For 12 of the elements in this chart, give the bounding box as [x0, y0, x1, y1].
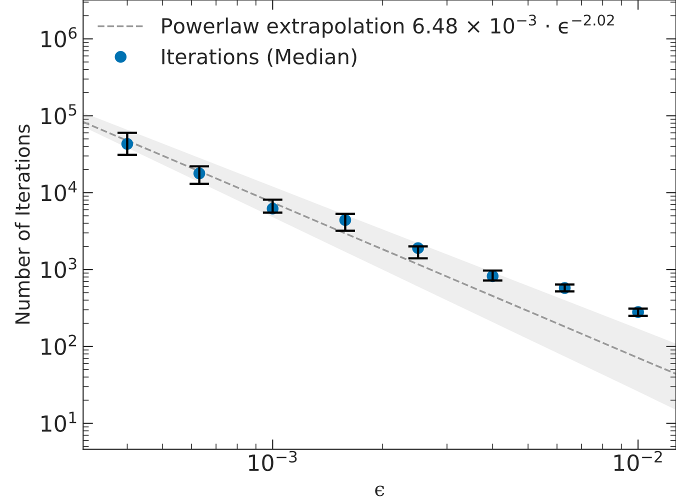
y-tick-label: 10$^{6}$: [42, 27, 77, 48]
y-tick-label: 10$^{3}$: [42, 258, 76, 278]
y-tick-label: 10$^{4}$: [42, 181, 77, 202]
y-tick-label: 10$^{1}$: [42, 412, 76, 432]
legend-label: Powerlaw extrapolation 6.48 × 10$^{−3}$ · ϵ$^{−2.02}$: [162, 14, 614, 38]
legend-label: Iterations (Median): [162, 48, 356, 67]
y-tick-label: 10$^{2}$: [42, 334, 76, 356]
y-axis-title: Number of Iterations: [14, 124, 30, 324]
x-axis-title: ϵ: [375, 486, 384, 496]
y-tick-label: 10$^{5}$: [42, 104, 76, 124]
x-tick-label: 10$^{−3}$: [248, 450, 297, 472]
x-tick-label: 10$^{−2}$: [614, 450, 662, 472]
